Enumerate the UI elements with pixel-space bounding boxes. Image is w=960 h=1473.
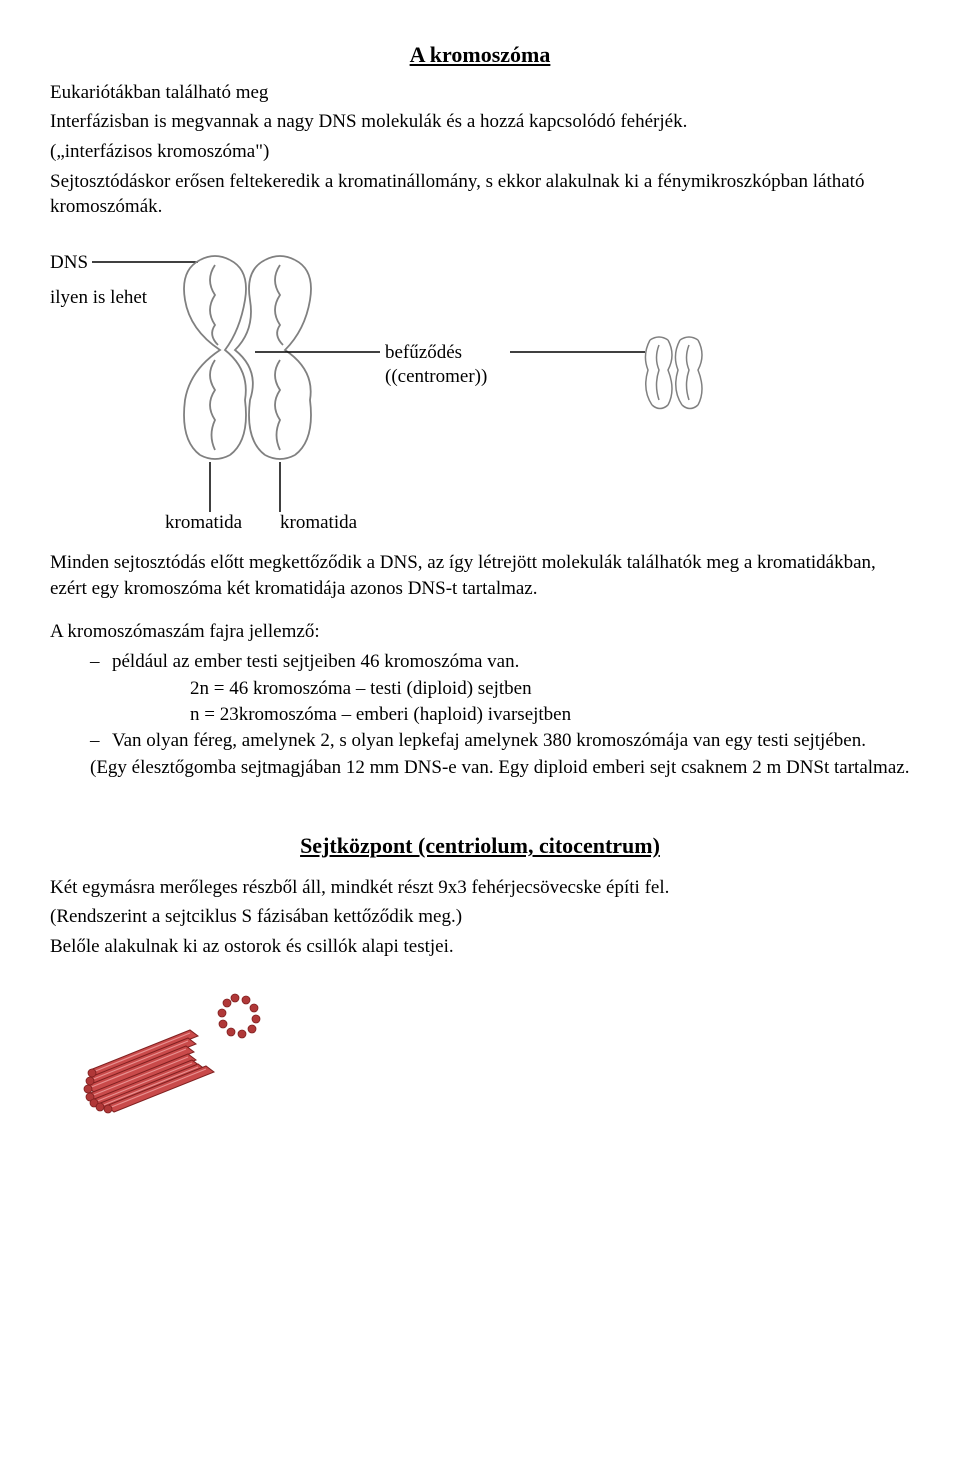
subtitle: Sejtközpont (centriolum, citocentrum) xyxy=(50,831,910,861)
bullet-dash-icon: – xyxy=(90,728,112,754)
list-item: – például az ember testi sejtjeiben 46 k… xyxy=(90,649,910,675)
bullet-text-3: (Egy élesztőgomba sejtmagjában 12 mm DNS… xyxy=(90,755,910,781)
intro-line-3: („interfázisos kromoszóma") xyxy=(50,139,910,165)
list-intro: A kromoszómaszám fajra jellemző: xyxy=(50,619,910,645)
centriole-figure xyxy=(60,980,910,1120)
intro-line-1: Eukariótákban található meg xyxy=(50,80,910,106)
chromosome-diagram: DNS ilyen is lehet befűződés ((centromer… xyxy=(50,240,910,540)
bullet-sub-1: 2n = 46 kromoszóma – testi (diploid) sej… xyxy=(190,676,910,702)
bullet-text-1: például az ember testi sejtjeiben 46 kro… xyxy=(112,649,519,675)
list-item: – Van olyan féreg, amelynek 2, s olyan l… xyxy=(90,728,910,754)
para3-line-3: Belőle alakulnak ki az ostorok és csilló… xyxy=(50,934,910,960)
bullet-dash-icon: – xyxy=(90,649,112,675)
intro-line-4: Sejtosztódáskor erősen feltekeredik a kr… xyxy=(50,169,910,220)
page-title: A kromoszóma xyxy=(50,40,910,70)
centriole-svg xyxy=(60,980,280,1120)
bullet-text-2: Van olyan féreg, amelynek 2, s olyan lep… xyxy=(112,728,866,754)
paragraph-minden: Minden sejtosztódás előtt megkettőződik … xyxy=(50,550,910,601)
para3-line-1: Két egymásra merőleges részből áll, mind… xyxy=(50,875,910,901)
bullet-sub-2: n = 23kromoszóma – emberi (haploid) ivar… xyxy=(190,702,910,728)
bullet-list: – például az ember testi sejtjeiben 46 k… xyxy=(90,649,910,754)
intro-line-2: Interfázisban is megvannak a nagy DNS mo… xyxy=(50,109,910,135)
para3-line-2: (Rendszerint a sejtciklus S fázisában ke… xyxy=(50,904,910,930)
chromosome-svg xyxy=(50,240,910,540)
